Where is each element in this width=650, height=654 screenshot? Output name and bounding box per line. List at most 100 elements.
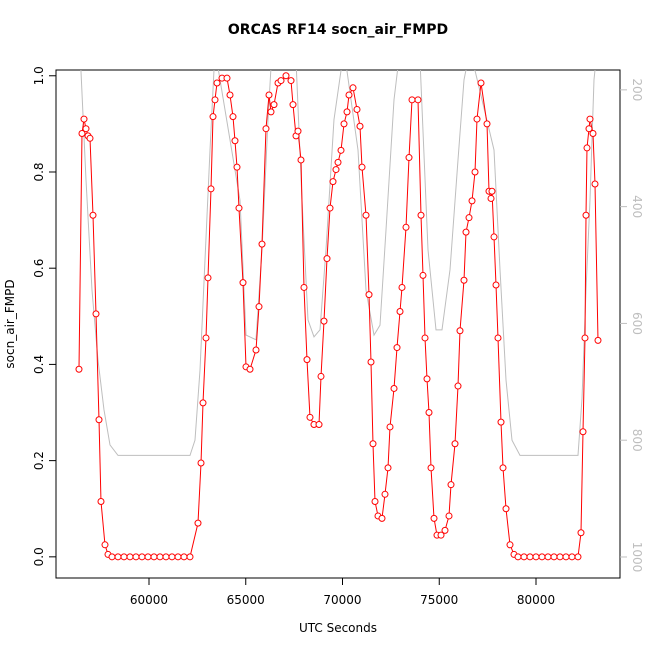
data-point	[92, 310, 100, 318]
data-point	[255, 303, 263, 311]
data-point	[465, 214, 473, 222]
data-point	[384, 464, 392, 472]
y2-tick-label: 400	[630, 195, 644, 218]
data-point	[499, 464, 507, 472]
data-point	[405, 154, 413, 162]
data-point	[390, 384, 398, 392]
y2-tick-label: 200	[630, 78, 644, 101]
data-point	[265, 91, 273, 99]
data-point	[239, 279, 247, 287]
data-point	[451, 440, 459, 448]
data-point	[207, 185, 215, 193]
data-point	[246, 365, 254, 373]
data-point	[89, 211, 97, 219]
data-point	[108, 553, 116, 561]
data-point	[386, 423, 394, 431]
data-point	[229, 113, 237, 121]
data-point	[262, 125, 270, 133]
data-point	[300, 283, 308, 291]
data-point	[577, 529, 585, 537]
data-point	[583, 144, 591, 152]
data-point	[209, 113, 217, 121]
x-tick-label: 80000	[517, 593, 555, 607]
y-tick-label: 0.8	[32, 162, 46, 181]
data-point	[303, 356, 311, 364]
data-point	[441, 526, 449, 534]
data-point	[78, 130, 86, 137]
data-point	[180, 553, 188, 561]
y-axis-label: socn_air_FMPD	[3, 279, 17, 368]
series-line	[80, 70, 596, 456]
data-point	[586, 115, 594, 123]
data-point	[204, 274, 212, 282]
data-point	[477, 79, 485, 87]
data-point	[317, 372, 325, 380]
data-point	[297, 156, 305, 164]
x-tick-label: 65000	[227, 593, 265, 607]
data-point	[223, 74, 231, 82]
data-point	[437, 531, 445, 539]
data-point	[490, 233, 498, 241]
data-point	[488, 187, 496, 195]
data-point	[326, 204, 334, 212]
data-point	[202, 334, 210, 342]
data-point	[258, 240, 266, 248]
data-point	[162, 553, 170, 561]
data-point	[353, 105, 361, 113]
data-point	[430, 514, 438, 522]
data-point	[95, 416, 103, 424]
data-point	[114, 553, 122, 561]
data-point	[585, 125, 593, 133]
data-point	[514, 553, 522, 561]
y2-tick-label: 1000	[630, 542, 644, 573]
data-point	[287, 77, 295, 85]
data-point	[306, 413, 314, 421]
chart-title: ORCAS RF14 socn_air_FMPD	[228, 22, 448, 38]
y-tick-label: 0.2	[32, 451, 46, 470]
data-point	[132, 553, 140, 561]
data-point	[445, 512, 453, 520]
data-point	[101, 541, 109, 549]
data-point	[371, 498, 379, 506]
data-point	[568, 553, 576, 561]
data-point	[289, 101, 297, 109]
x-tick-label: 70000	[323, 593, 361, 607]
data-point	[120, 553, 128, 561]
data-point	[340, 120, 348, 128]
data-point	[454, 382, 462, 390]
data-point	[270, 101, 278, 109]
data-point	[579, 428, 587, 436]
data-point	[156, 553, 164, 561]
y2-tick-label: 600	[630, 312, 644, 335]
data-point	[80, 115, 88, 123]
data-point	[556, 553, 564, 561]
data-point	[425, 409, 433, 417]
data-point	[337, 146, 345, 154]
data-point	[211, 96, 219, 104]
data-point	[252, 346, 260, 354]
data-point	[323, 255, 331, 263]
y-tick-label: 1.0	[32, 66, 46, 85]
data-point	[345, 91, 353, 99]
data-point	[483, 120, 491, 128]
data-point	[494, 334, 502, 342]
data-point	[369, 440, 377, 448]
data-point	[423, 375, 431, 383]
data-point	[197, 459, 205, 467]
data-point	[460, 276, 468, 284]
data-point	[320, 317, 328, 325]
data-point	[282, 72, 290, 80]
data-point	[231, 137, 239, 145]
data-point	[456, 327, 464, 335]
data-point	[315, 421, 323, 429]
data-point	[487, 194, 495, 202]
data-point	[356, 122, 364, 130]
data-point	[381, 490, 389, 498]
data-point	[402, 223, 410, 231]
data-point	[267, 108, 275, 116]
data-point	[150, 553, 158, 561]
data-point	[591, 180, 599, 188]
data-point	[582, 211, 590, 219]
